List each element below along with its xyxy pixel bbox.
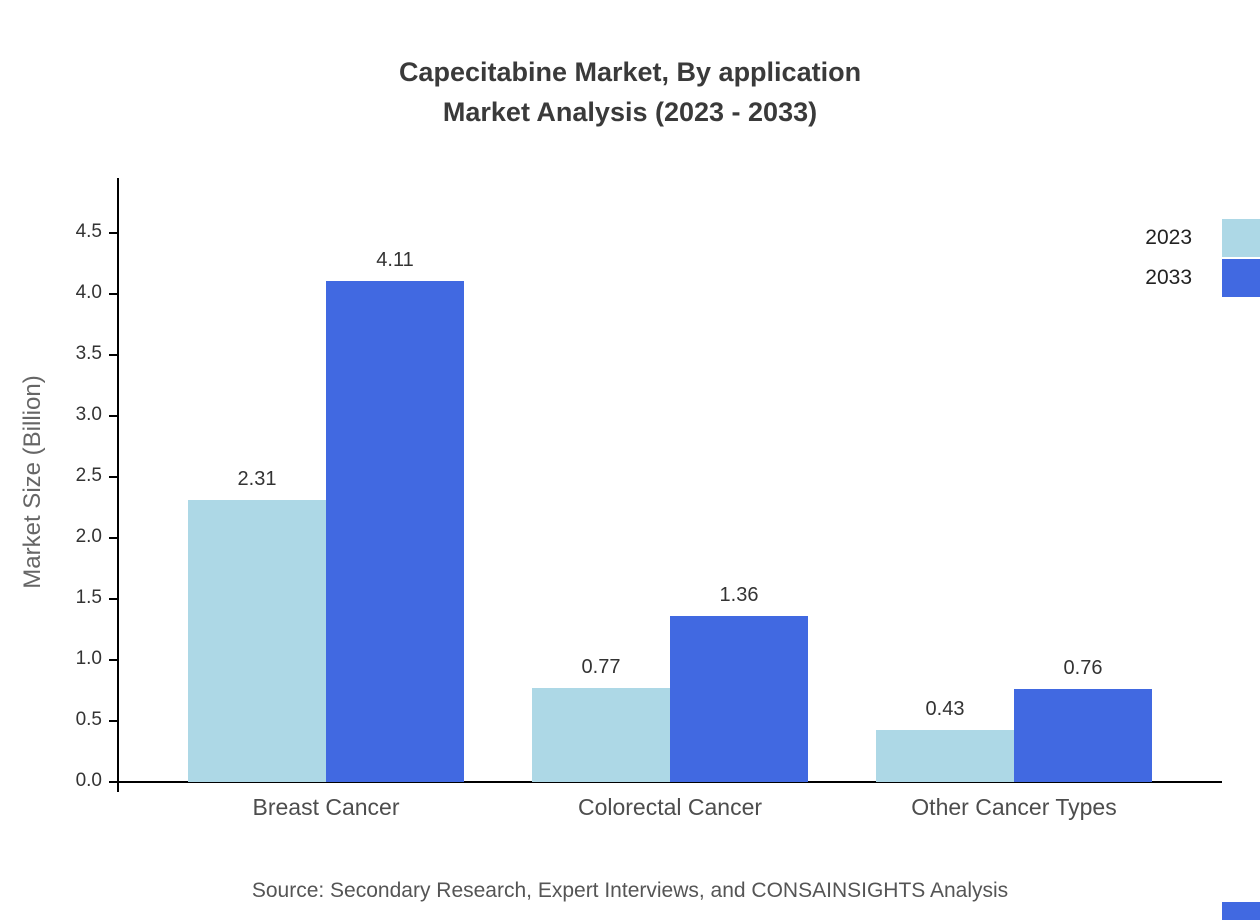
legend-swatch-2023: [1222, 219, 1260, 257]
y-tick-label-1.5: 1.5: [75, 587, 102, 608]
legend-swatch-2033: [1222, 259, 1260, 297]
legend: 2023 2033: [1145, 218, 1260, 298]
y-tick-label-2.0: 2.0: [75, 526, 102, 547]
y-axis-line: [117, 178, 119, 790]
chart-title-line2: Market Analysis (2023 - 2033): [442, 97, 818, 127]
x-axis-line: [117, 781, 1222, 783]
value-label-2023-breast-cancer: 2.31: [237, 468, 277, 490]
bar-2023-breast-cancer: [188, 500, 326, 782]
x-axis-end-tick: [117, 781, 119, 792]
legend-item-2033: 2033: [1145, 258, 1260, 298]
y-tick-mark-2.5: [109, 476, 118, 478]
bar-2023-colorectal-cancer: [532, 688, 670, 782]
y-tick-mark-3.0: [109, 415, 118, 417]
bottom-right-accent: [1222, 902, 1260, 920]
y-tick-label-4.0: 4.0: [75, 282, 102, 303]
y-tick-mark-0.5: [109, 720, 118, 722]
y-tick-label-2.5: 2.5: [75, 465, 102, 486]
y-tick-mark-4.0: [109, 293, 118, 295]
y-tick-mark-1.0: [109, 659, 118, 661]
y-tick-label-3.0: 3.0: [75, 404, 102, 425]
legend-label-2033: 2033: [1145, 266, 1192, 289]
y-tick-mark-4.5: [109, 232, 118, 234]
x-axis-label-other-cancer-types: Other Cancer Types: [911, 794, 1117, 820]
chart-title-line1: Capecitabine Market, By application: [398, 57, 862, 87]
x-axis-label-breast-cancer: Breast Cancer: [252, 794, 400, 820]
value-label-2033-colorectal-cancer: 1.36: [719, 584, 759, 606]
value-label-2023-other-cancer-types: 0.43: [925, 698, 965, 720]
y-tick-mark-0.0: [109, 781, 118, 783]
legend-item-2023: 2023: [1145, 218, 1260, 258]
value-label-2033-breast-cancer: 4.11: [376, 249, 414, 271]
y-tick-mark-1.5: [109, 598, 118, 600]
y-tick-label-0.5: 0.5: [75, 709, 102, 730]
source-note: Source: Secondary Research, Expert Inter…: [251, 879, 1009, 902]
y-tick-label-3.5: 3.5: [75, 343, 102, 364]
legend-label-2023: 2023: [1145, 226, 1192, 249]
y-tick-label-0.0: 0.0: [75, 770, 102, 791]
value-label-2023-colorectal-cancer: 0.77: [581, 656, 621, 678]
bar-2023-other-cancer-types: [876, 730, 1014, 782]
bar-2033-breast-cancer: [326, 281, 464, 782]
x-axis-label-colorectal-cancer: Colorectal Cancer: [577, 794, 763, 820]
bar-2033-other-cancer-types: [1014, 689, 1152, 782]
y-tick-label-1.0: 1.0: [75, 648, 102, 669]
y-tick-mark-3.5: [109, 354, 118, 356]
y-tick-label-4.5: 4.5: [75, 221, 102, 242]
bar-2033-colorectal-cancer: [670, 616, 808, 782]
y-tick-mark-2.0: [109, 537, 118, 539]
value-label-2033-other-cancer-types: 0.76: [1063, 657, 1103, 679]
